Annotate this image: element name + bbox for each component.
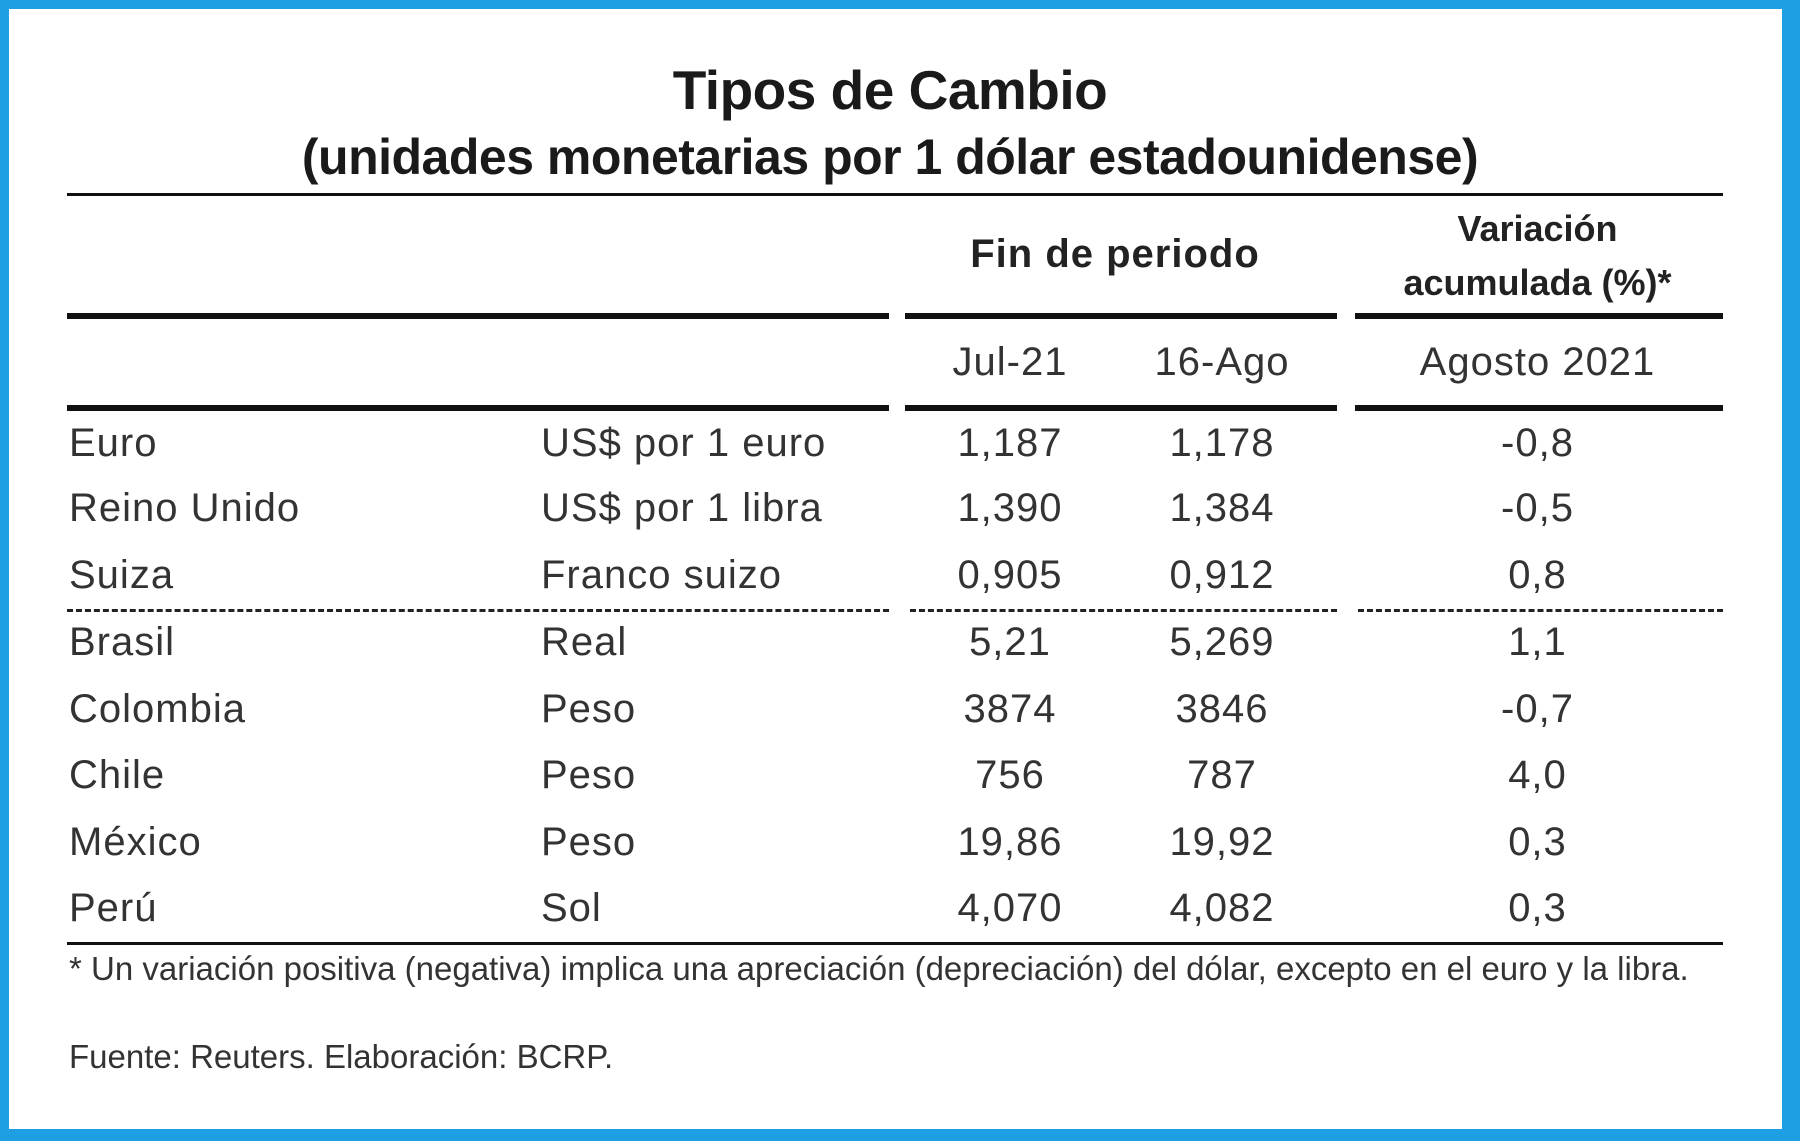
row-value-ago: 19,92 [1169,820,1275,864]
row-value-ago: 1,384 [1169,486,1275,530]
row-value-jul: 4,070 [957,886,1063,930]
row-country: Brasil [69,620,176,664]
row-value-jul: 756 [975,753,1045,797]
header-rule-period [905,313,1337,319]
table-row: Colombia Peso 3874 3846 -0,7 [0,687,1780,753]
row-unit: Franco suizo [541,553,782,597]
row-unit: Peso [541,753,637,797]
row-country: Reino Unido [69,486,301,530]
table-subtitle: (unidades monetarias por 1 dólar estadou… [301,129,1479,185]
row-variation: 1,1 [1508,620,1567,664]
table-row: Perú Sol 4,070 4,082 0,3 [0,886,1780,952]
top-rule [67,193,1723,196]
header-variation-line2: acumulada (%)* [1403,262,1672,303]
row-country: Euro [69,421,158,465]
row-country: Chile [69,753,166,797]
row-value-jul: 1,187 [957,421,1063,465]
table-row: Chile Peso 756 787 4,0 [0,753,1780,819]
row-unit: US$ por 1 libra [541,486,823,530]
group-separator-period [910,609,1337,612]
source-line: Fuente: Reuters. Elaboración: BCRP. [69,1038,614,1075]
table-row: Reino Unido US$ por 1 libra 1,390 1,384 … [0,486,1780,552]
row-country: Perú [69,886,158,930]
header-rule-left [67,313,889,319]
row-value-jul: 5,21 [969,620,1051,664]
row-variation: 0,3 [1508,886,1567,930]
header-variation-group: Variación acumulada (%)* [1355,202,1720,310]
footnote: * Un variación positiva (negativa) impli… [69,950,1689,987]
table-row: Brasil Real 5,21 5,269 1,1 [0,620,1780,686]
bottom-rule [67,942,1723,945]
table-row: México Peso 19,86 19,92 0,3 [0,820,1780,886]
row-variation: -0,7 [1501,687,1574,731]
header-period-group: Fin de periodo [970,232,1260,276]
header-rule-variation [1355,313,1723,319]
row-variation: -0,5 [1501,486,1574,530]
row-value-jul: 0,905 [957,553,1063,597]
row-value-jul: 3874 [963,687,1057,731]
row-value-ago: 1,178 [1169,421,1275,465]
row-value-ago: 0,912 [1169,553,1275,597]
row-variation: 4,0 [1508,753,1567,797]
row-value-ago: 3846 [1175,687,1269,731]
subheader-rule-left [67,405,889,411]
row-value-ago: 5,269 [1169,620,1275,664]
row-country: Suiza [69,553,175,597]
row-unit: US$ por 1 euro [541,421,827,465]
row-unit: Peso [541,687,637,731]
row-variation: -0,8 [1501,421,1574,465]
col-header-ago: 16-Ago [1154,340,1290,384]
row-country: Colombia [69,687,246,731]
table-row: Suiza Franco suizo 0,905 0,912 0,8 [0,553,1780,619]
subheader-rule-variation [1355,405,1723,411]
row-variation: 0,3 [1508,820,1567,864]
col-header-jul: Jul-21 [952,340,1068,384]
table-row: Euro US$ por 1 euro 1,187 1,178 -0,8 [0,421,1780,487]
subheader-rule-period [905,405,1337,411]
header-variation-line1: Variación [1457,208,1618,249]
row-unit: Real [541,620,628,664]
row-unit: Sol [541,886,602,930]
row-value-jul: 1,390 [957,486,1063,530]
col-header-var: Agosto 2021 [1419,340,1656,384]
row-value-ago: 787 [1187,753,1257,797]
row-unit: Peso [541,820,637,864]
row-country: México [69,820,202,864]
row-value-ago: 4,082 [1169,886,1275,930]
row-value-jul: 19,86 [957,820,1063,864]
group-separator-variation [1358,609,1723,612]
group-separator-left [67,609,889,612]
row-variation: 0,8 [1508,553,1567,597]
table-title: Tipos de Cambio [672,59,1108,121]
